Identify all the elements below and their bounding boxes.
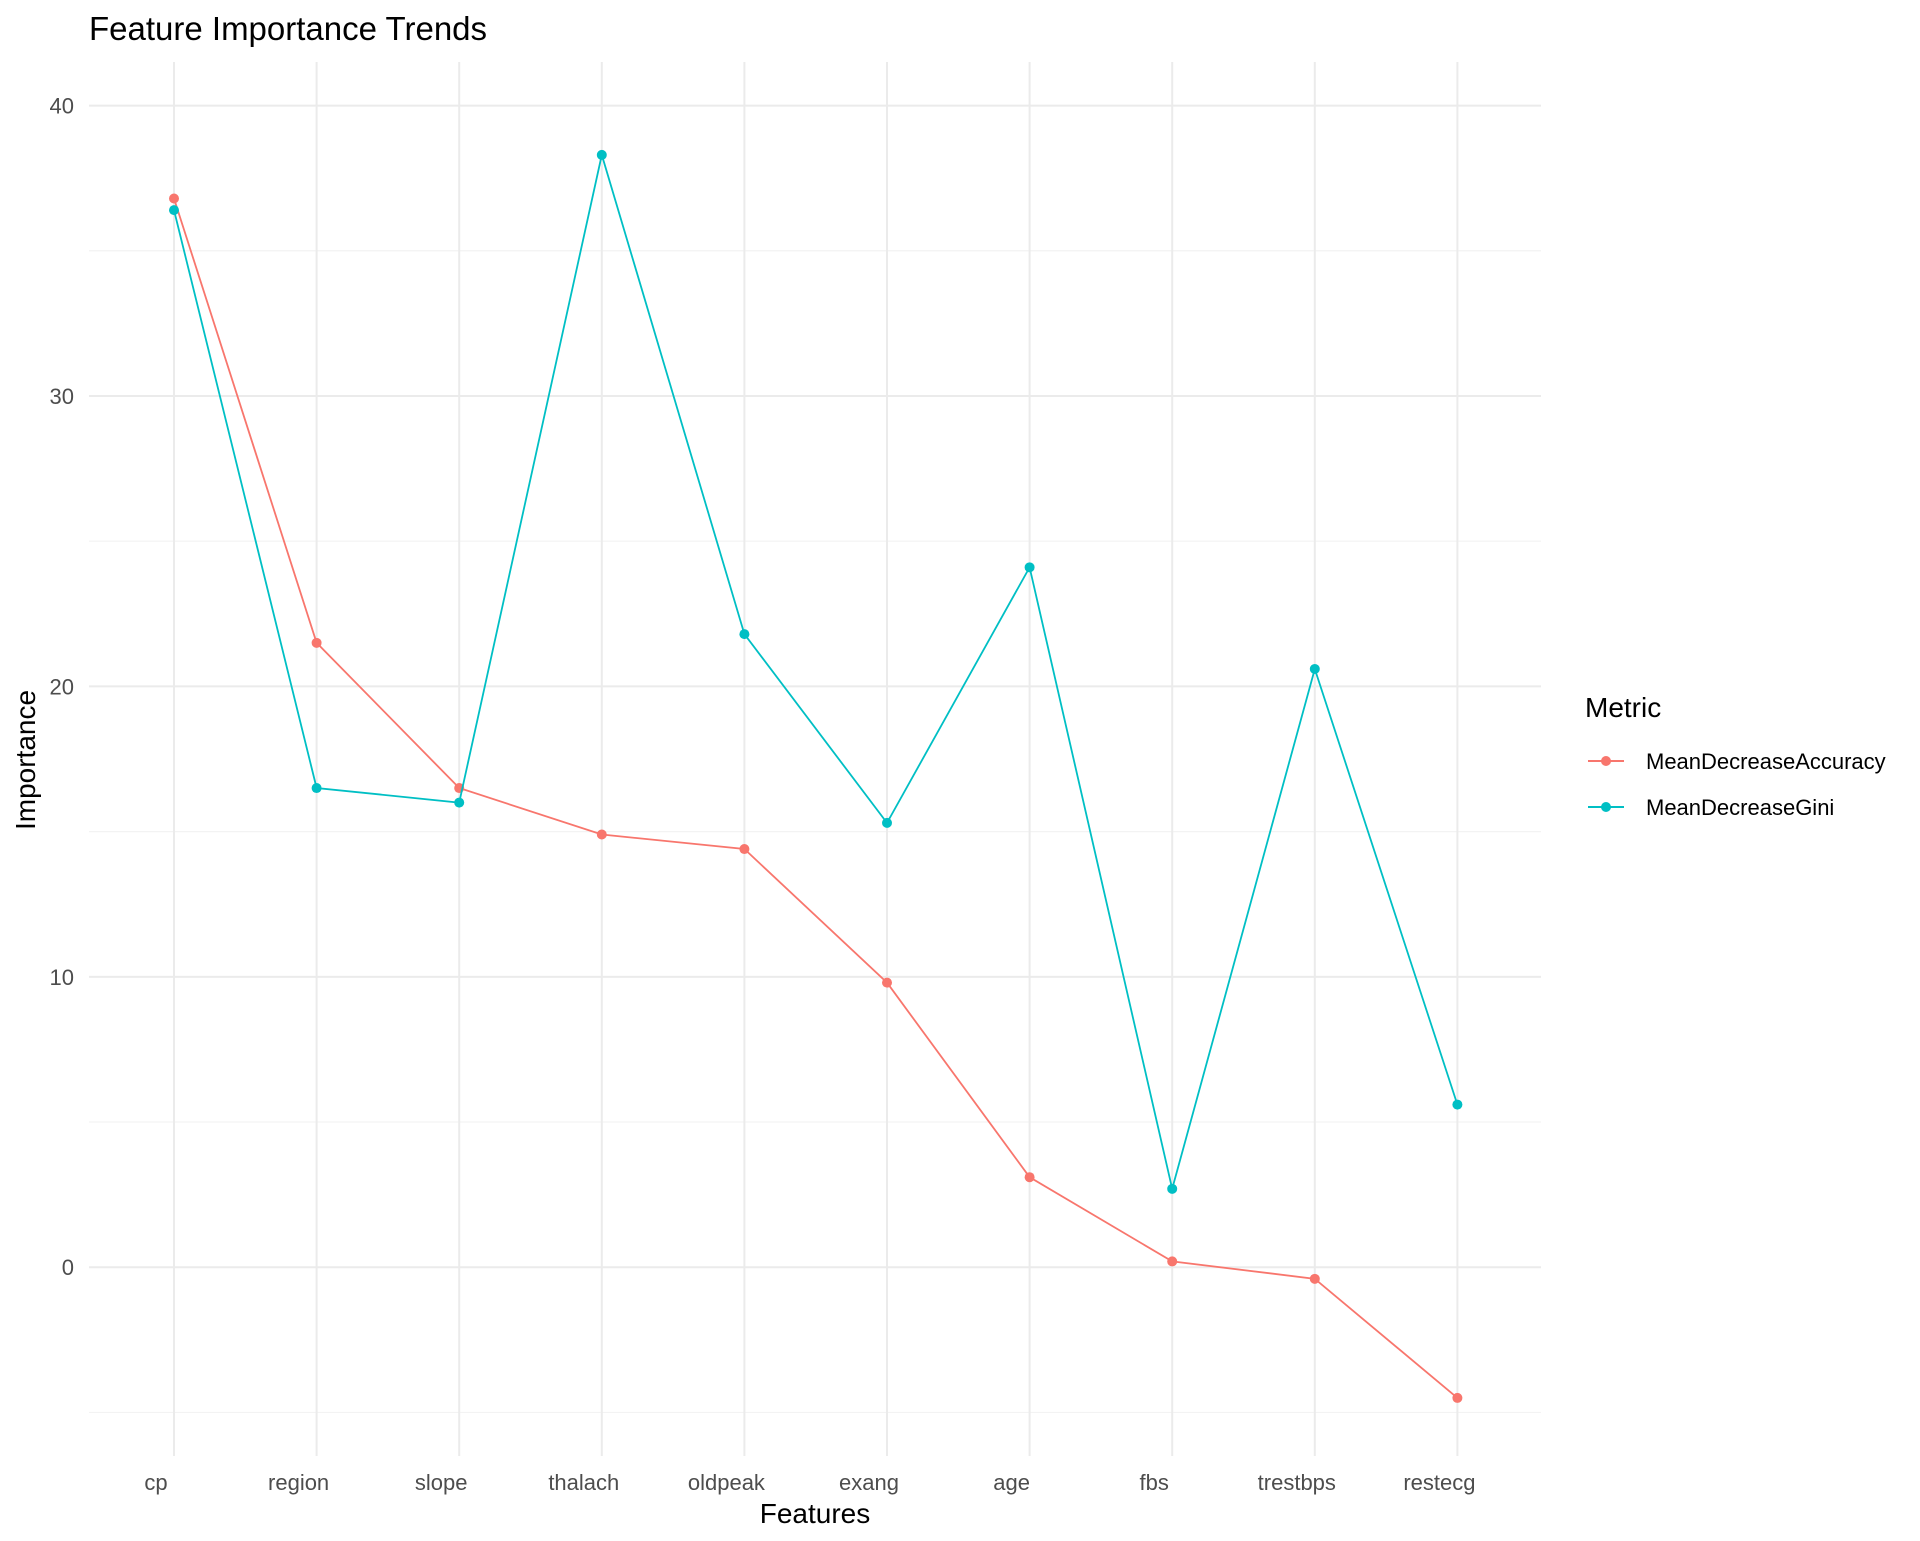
series-layer	[169, 149, 1463, 1403]
data-point-mean-decrease-accuracy	[739, 844, 750, 855]
data-point-mean-decrease-gini	[882, 817, 892, 828]
data-point-mean-decrease-accuracy	[169, 193, 179, 204]
data-point-mean-decrease-gini	[1167, 1183, 1178, 1194]
legend-title: Metric	[1585, 692, 1661, 723]
y-tick-label: 30	[50, 384, 74, 409]
data-point-mean-decrease-gini	[1452, 1099, 1463, 1110]
x-axis-title: Features	[760, 1498, 871, 1529]
data-point-mean-decrease-gini	[739, 629, 750, 640]
legend: Metric MeanDecreaseAccuracy MeanDecreaseG…	[1585, 692, 1886, 820]
chart-title: Feature Importance Trends	[89, 10, 487, 47]
series-line-mean-decrease-accuracy	[173, 198, 1458, 1399]
data-point-mean-decrease-gini	[1024, 562, 1035, 573]
grid-layer	[89, 62, 1541, 1456]
legend-key-point	[1601, 756, 1611, 766]
data-point-mean-decrease-gini	[454, 797, 465, 808]
data-point-mean-decrease-accuracy	[1167, 1256, 1178, 1267]
legend-label: MeanDecreaseGini	[1646, 795, 1834, 820]
x-tick-label: age	[993, 1470, 1030, 1495]
data-point-mean-decrease-gini	[596, 149, 607, 160]
tick-label-layer: 0 10 20 30 40 cp region slope thalach oldpeak exan…	[50, 94, 1476, 1495]
x-tick-label: thalach	[548, 1470, 619, 1495]
legend-label: MeanDecreaseAccuracy	[1646, 749, 1886, 774]
x-tick-label: fbs	[1140, 1470, 1169, 1495]
y-tick-label: 0	[62, 1255, 74, 1280]
x-tick-label: exang	[839, 1470, 899, 1495]
x-tick-label: cp	[144, 1470, 167, 1495]
data-point-mean-decrease-gini	[1309, 663, 1320, 674]
x-tick-label: oldpeak	[688, 1470, 766, 1495]
data-point-mean-decrease-accuracy	[882, 977, 892, 988]
series-mean-decrease-accuracy	[169, 193, 1463, 1403]
x-tick-label: region	[268, 1470, 329, 1495]
y-tick-label: 10	[50, 965, 74, 990]
legend-key-point	[1601, 802, 1611, 812]
series-mean-decrease-gini	[169, 149, 1463, 1194]
legend-item-mean-decrease-accuracy: MeanDecreaseAccuracy	[1588, 749, 1886, 774]
legend-item-mean-decrease-gini: MeanDecreaseGini	[1588, 795, 1834, 820]
legend-items: MeanDecreaseAccuracy MeanDecreaseGini	[1588, 749, 1886, 820]
y-tick-label: 40	[50, 94, 74, 119]
y-axis-title: Importance	[10, 690, 41, 830]
x-tick-label: slope	[415, 1470, 468, 1495]
x-tick-label: trestbps	[1258, 1470, 1336, 1495]
data-point-mean-decrease-accuracy	[1452, 1392, 1463, 1403]
y-tick-label: 20	[50, 674, 74, 699]
x-tick-label: restecg	[1403, 1470, 1475, 1495]
series-line-mean-decrease-gini	[173, 151, 1459, 1190]
data-point-mean-decrease-accuracy	[1309, 1273, 1320, 1284]
data-point-mean-decrease-accuracy	[1024, 1172, 1035, 1183]
data-point-mean-decrease-accuracy	[596, 829, 607, 840]
data-point-mean-decrease-gini	[311, 783, 322, 794]
data-point-mean-decrease-accuracy	[311, 637, 322, 648]
data-point-mean-decrease-gini	[169, 205, 179, 216]
